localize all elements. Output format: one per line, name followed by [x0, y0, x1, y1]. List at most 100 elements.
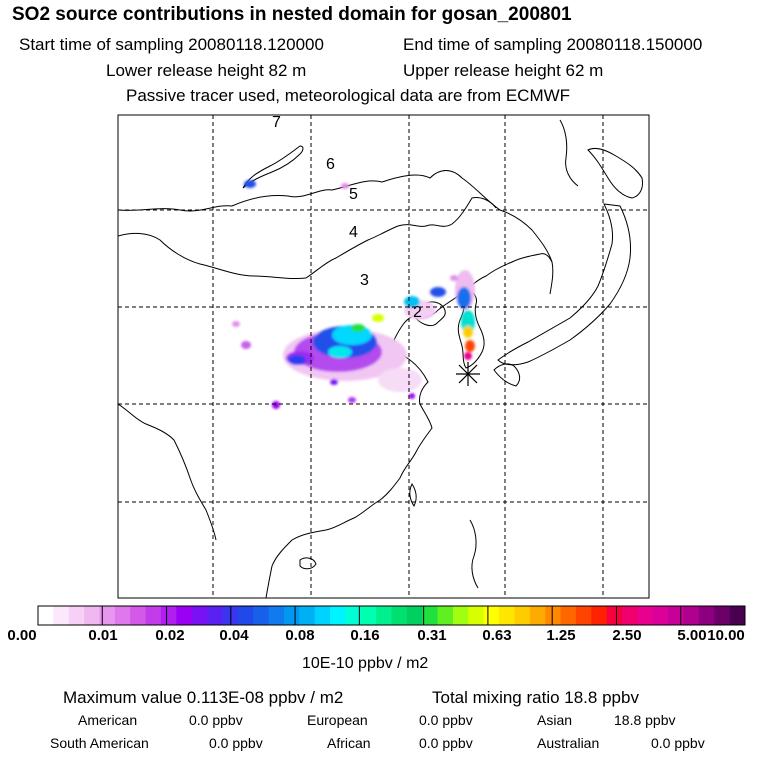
colorbar-cell	[452, 606, 469, 625]
colorbar-cell	[299, 606, 316, 625]
colorbar-cell	[683, 606, 700, 625]
western-border	[118, 403, 217, 541]
colorbar-cell	[160, 606, 177, 625]
colorbar-cell	[99, 606, 116, 625]
day-label-2: 2	[413, 304, 422, 321]
colorbar-cell	[253, 606, 270, 625]
hainan	[299, 557, 317, 570]
colorbar-cell	[483, 606, 500, 625]
coastline-layer	[118, 119, 643, 598]
plume-spot-baikal	[244, 180, 256, 188]
colorbar-cell	[268, 606, 285, 625]
colorbar-tick-label: 10.00	[707, 627, 745, 644]
colorbar-cell	[575, 606, 592, 625]
maximum-value-label: Maximum value 0.113E-08 ppbv / m2	[63, 688, 344, 707]
colorbar-cell	[729, 606, 746, 625]
day-label-6: 6	[326, 156, 335, 173]
region-value-australian: 0.0 ppbv	[651, 735, 705, 751]
colorbar-cell	[714, 606, 731, 625]
region-value-african: 0.0 ppbv	[419, 735, 473, 751]
plume-spot-w2	[232, 321, 240, 327]
plume-spot-5	[341, 183, 349, 189]
colorbar-cell	[499, 606, 515, 625]
colorbar-frame	[37, 605, 746, 626]
colorbar-tick-label: 0.02	[155, 627, 185, 644]
day-label-5: 5	[349, 186, 358, 203]
plume-spot-s3	[330, 379, 338, 385]
colorbar-cell	[330, 606, 346, 625]
plume-halo-east	[378, 368, 422, 392]
region-value-american: 0.0 ppbv	[189, 712, 243, 728]
plume-spot-w1	[241, 341, 251, 349]
asterisk-icon	[456, 362, 480, 386]
philippines	[469, 519, 479, 589]
chart-title: SO2 source contributions in nested domai…	[12, 4, 572, 25]
plume-spot-s1	[272, 401, 280, 409]
colorbar-tick-label: 5.00	[677, 627, 707, 644]
region-name-asian: Asian	[537, 712, 573, 728]
total-mixing-ratio-label: Total mixing ratio 18.8 ppbv	[432, 688, 639, 707]
colorbar-cell	[176, 606, 193, 625]
map-content: 7 6 5 4 3 2	[118, 115, 649, 598]
region-value-european: 0.0 ppbv	[419, 712, 473, 728]
korea-peninsula	[457, 289, 485, 369]
mongolia-border	[118, 197, 497, 280]
plume-korea-blue	[457, 287, 471, 309]
colorbar-cell	[514, 606, 531, 625]
colorbar-cell	[345, 606, 362, 625]
upper-release-height-label: Upper release height 62 m	[403, 61, 604, 80]
plume-korea-magenta	[464, 352, 472, 360]
grid-lines	[118, 115, 649, 598]
colorbar-cells	[38, 606, 746, 625]
region-name-south-american: South American	[50, 735, 149, 751]
map-panel: 7 6 5 4 3 2	[117, 114, 650, 599]
plume-korea-red	[465, 340, 475, 352]
colorbar-cell	[622, 606, 638, 625]
colorbar-tick-label: 0.63	[482, 627, 512, 644]
colorbar-tick-label: 0.00	[7, 627, 37, 644]
korea-border	[461, 253, 553, 293]
colorbar-unit: 10E-10 ppbv / m2	[302, 655, 429, 672]
colorbar-cell	[545, 606, 562, 625]
colorbar-cell	[84, 606, 100, 625]
lower-release-height-label: Lower release height 82 m	[106, 61, 307, 80]
colorbar-cell	[68, 606, 85, 625]
colorbar-cell	[529, 606, 546, 625]
plume-yellow-core	[372, 314, 384, 322]
colorbar-cell	[237, 606, 254, 625]
russia-border	[118, 170, 554, 295]
colorbar-cell	[283, 606, 300, 625]
colorbar-cell	[437, 606, 454, 625]
region-name-european: European	[307, 712, 368, 728]
hokkaido	[587, 147, 643, 199]
plume-cyan-center	[328, 346, 352, 358]
kyushu	[493, 363, 521, 387]
region-value-asian: 18.8 ppbv	[614, 712, 676, 728]
colorbar-cell	[668, 606, 685, 625]
colorbar-cell	[114, 606, 131, 625]
colorbar	[37, 605, 746, 626]
end-time-label: End time of sampling 20080118.150000	[403, 35, 703, 54]
colorbar-cell	[637, 606, 654, 625]
colorbar-tick-label: 0.04	[219, 627, 249, 644]
colorbar-cell	[698, 606, 715, 625]
plume-liaoning-blue	[404, 296, 420, 308]
colorbar-cell	[145, 606, 162, 625]
colorbar-cell	[376, 606, 392, 625]
tracer-info-label: Passive tracer used, meteorological data…	[126, 86, 571, 105]
colorbar-cell	[406, 606, 423, 625]
day-label-4: 4	[349, 224, 358, 241]
colorbar-cell	[38, 606, 54, 625]
colorbar-cell	[391, 606, 408, 625]
colorbar-tick-label: 2.50	[612, 627, 642, 644]
colorbar-cell	[606, 606, 623, 625]
plume-layer	[232, 180, 475, 409]
plume-blue-west	[288, 355, 306, 365]
colorbar-tick-label: 0.08	[285, 627, 315, 644]
colorbar-tick-label: 0.16	[350, 627, 380, 644]
plume-liaoning-2	[430, 287, 446, 297]
colorbar-cell	[652, 606, 669, 625]
plume-spot-s2	[348, 397, 356, 403]
day-label-3: 3	[360, 272, 369, 289]
colorbar-cell	[207, 606, 223, 625]
